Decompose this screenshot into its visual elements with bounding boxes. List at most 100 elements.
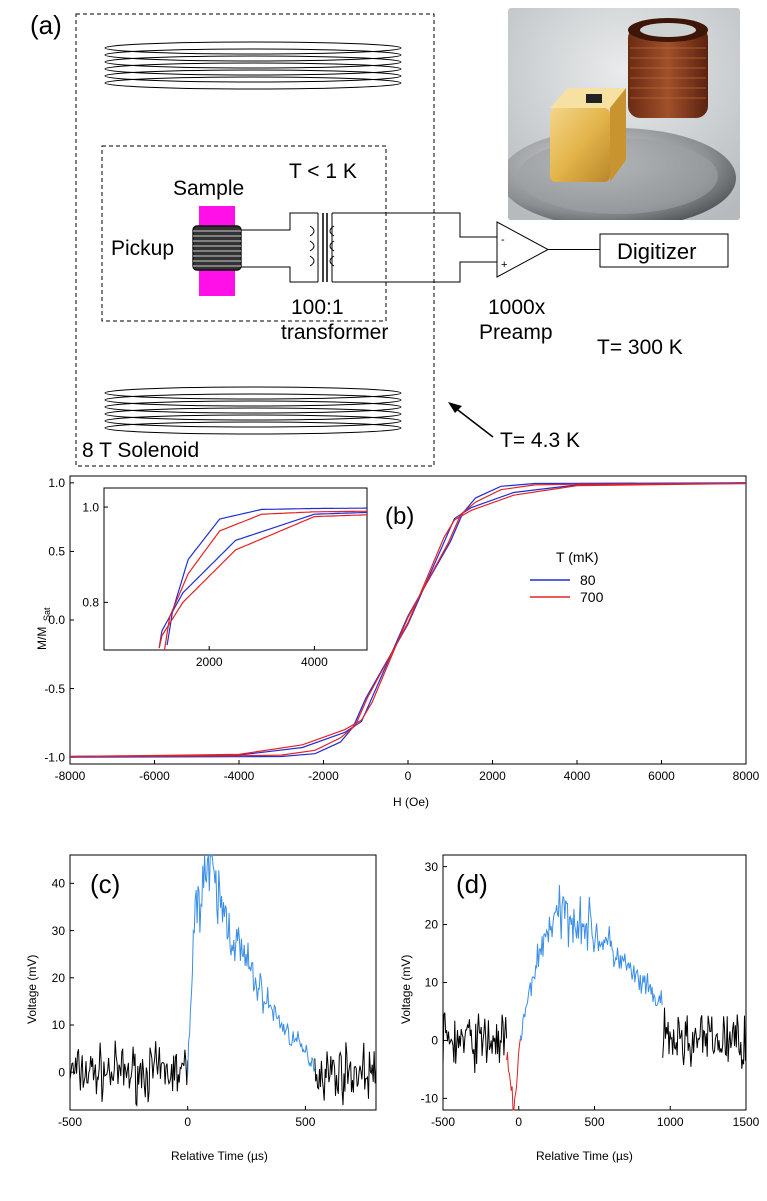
plot-b-ytick-label: 0.0 xyxy=(48,613,65,627)
transformer-label: transformer xyxy=(281,321,388,344)
plot-d-ylabel: Voltage (mV) xyxy=(399,955,413,1024)
plot-c-ytick-label: 10 xyxy=(52,1018,66,1032)
preamp-label: Preamp xyxy=(479,321,553,344)
plot-d-ytick-label: 20 xyxy=(425,918,439,932)
plot-c-ytick-label: 20 xyxy=(52,971,66,985)
plot-b-xtick-label: -4000 xyxy=(224,769,255,783)
plot-c-ytick-label: 0 xyxy=(58,1065,65,1079)
plot-b-ytick-label: 1.0 xyxy=(48,476,65,490)
plot-c-frame xyxy=(69,854,377,1111)
plot-c-xtick-label: 500 xyxy=(295,1115,315,1129)
pickup-wires xyxy=(241,212,318,283)
plot-b-series xyxy=(69,482,747,758)
transformer-ratio-label: 100:1 xyxy=(291,296,344,319)
plot-b-xtick-label: 4000 xyxy=(564,769,591,783)
bath-temperature-label: T= 4.3 K xyxy=(500,429,580,452)
transformer-symbol xyxy=(309,213,335,282)
plot-d-ytick-label: -10 xyxy=(421,1092,439,1106)
inset-ytick-label: 0.8 xyxy=(82,596,99,610)
plot-b-ytick-label: -1.0 xyxy=(44,750,65,764)
legend: T (mK) 80 700 xyxy=(530,549,604,605)
plot-c-ytick-label: 30 xyxy=(52,924,66,938)
schematic-panel: (a) xyxy=(30,10,729,467)
plot-b-ylabel: M/M Sat xyxy=(35,607,52,650)
plot-c-ytick-label: 40 xyxy=(52,877,66,891)
plot-c-pulse-line xyxy=(187,853,316,1075)
plot-b-xtick-label: 0 xyxy=(405,769,412,783)
bath-arrowhead xyxy=(448,402,462,413)
solenoid-coil-bottom xyxy=(104,386,402,435)
panel-a-label: (a) xyxy=(30,10,62,40)
solenoid-boundary xyxy=(75,13,435,467)
panel-d-label: (d) xyxy=(456,869,488,899)
bath-arrow xyxy=(453,406,494,438)
plot-d-baseline-pre-line xyxy=(442,1012,508,1074)
panel-b-label: (b) xyxy=(385,503,414,530)
device-photo xyxy=(508,8,740,220)
preamp-gain-label: 1000x xyxy=(488,296,546,319)
pickup-coil xyxy=(192,225,242,271)
plot-b-xtick-label: 8000 xyxy=(733,769,760,783)
plot-b-xtick-label: -8000 xyxy=(55,769,86,783)
pickup-label: Pickup xyxy=(111,237,174,260)
inset-xtick-label: 2000 xyxy=(196,655,223,669)
legend-label-700: 700 xyxy=(580,589,604,605)
plot-d-baseline-post-line xyxy=(662,1007,746,1069)
digitizer-box xyxy=(599,233,729,268)
plot-b-xtick-label: 2000 xyxy=(479,769,506,783)
plot-c-ylabel: Voltage (mV) xyxy=(25,955,39,1024)
legend-label-80: 80 xyxy=(580,572,596,588)
plot-c-xtick-label: 0 xyxy=(184,1115,191,1129)
preamp-plus: + xyxy=(501,259,507,271)
transformer-to-preamp-wires xyxy=(332,212,497,283)
plot-d-xtick-label: -500 xyxy=(431,1115,455,1129)
plot-d-xtick-label: 500 xyxy=(584,1115,604,1129)
hysteresis-chart: -8000 -6000 -4000 -2000 0 2000 4000 6000 8000 -1.… xyxy=(35,475,760,809)
cryostat-boundary xyxy=(101,145,387,322)
plot-c-baseline-post-line xyxy=(314,1042,377,1106)
plot-d-series xyxy=(442,884,746,1111)
plot-c-series xyxy=(69,853,377,1107)
plot-b-ytick-label: -0.5 xyxy=(44,682,65,696)
panel-c-label: (c) xyxy=(90,869,120,899)
plot-b-xlabel: H (Oe) xyxy=(393,795,429,809)
sample-label: Sample xyxy=(173,177,244,200)
inset-ytick-label: 1.0 xyxy=(82,500,99,514)
pulse-chart-c: -500 0 500 0 10 20 30 40 (c) Relative Time (µs)… xyxy=(25,853,377,1163)
plot-d-dip-line xyxy=(506,1038,521,1111)
plot-b-xtick-label: -2000 xyxy=(308,769,339,783)
plot-d-ytick-label: 10 xyxy=(425,976,439,990)
plot-d-pulse-line xyxy=(519,884,663,1041)
plot-c-xtick-label: -500 xyxy=(58,1115,82,1129)
plot-b-xtick-label: -6000 xyxy=(139,769,170,783)
plot-b-axes: -8000 -6000 -4000 -2000 0 2000 4000 6000 8000 -1.… xyxy=(44,476,759,783)
solenoid-coil-top xyxy=(104,41,402,90)
inset-frame xyxy=(103,487,368,651)
plot-d-frame xyxy=(442,854,747,1111)
plot-d-xtick-label: 1500 xyxy=(733,1115,760,1129)
series-700-down-line xyxy=(69,482,747,758)
inset-axes: 2000 4000 0.8 1.0 xyxy=(82,500,328,669)
inset-series-80-up-line xyxy=(166,507,367,646)
inset-xtick-label: 4000 xyxy=(301,655,328,669)
plot-c-baseline-pre-line xyxy=(69,1040,189,1107)
room-temperature-label: T= 300 K xyxy=(597,336,683,359)
inset-series-80-down-line xyxy=(158,511,368,648)
series-700-up-line xyxy=(69,482,747,758)
plot-d-xlabel: Relative Time (µs) xyxy=(536,1149,633,1163)
preamp-minus: - xyxy=(501,234,505,246)
cold-temperature-label: T < 1 K xyxy=(289,160,357,183)
plot-b-ylabel-sub: Sat xyxy=(42,607,52,621)
plot-d-xtick-label: 0 xyxy=(515,1115,522,1129)
plot-c-xlabel: Relative Time (µs) xyxy=(171,1149,268,1163)
plot-b-ylabel-text: M/M xyxy=(35,627,49,650)
plot-c-axes: -500 0 500 0 10 20 30 40 xyxy=(52,877,316,1129)
inset-series-700-up-line xyxy=(163,510,368,651)
inset-series-700-down-line xyxy=(158,514,368,649)
plot-b-xtick-label: 6000 xyxy=(648,769,675,783)
legend-title: T (mK) xyxy=(556,549,599,565)
plot-d-axes: -500 0 500 1000 1500 -10 0 10 20 30 xyxy=(421,860,760,1129)
digitizer-label: Digitizer xyxy=(617,239,696,264)
preamp-symbol xyxy=(496,221,550,278)
